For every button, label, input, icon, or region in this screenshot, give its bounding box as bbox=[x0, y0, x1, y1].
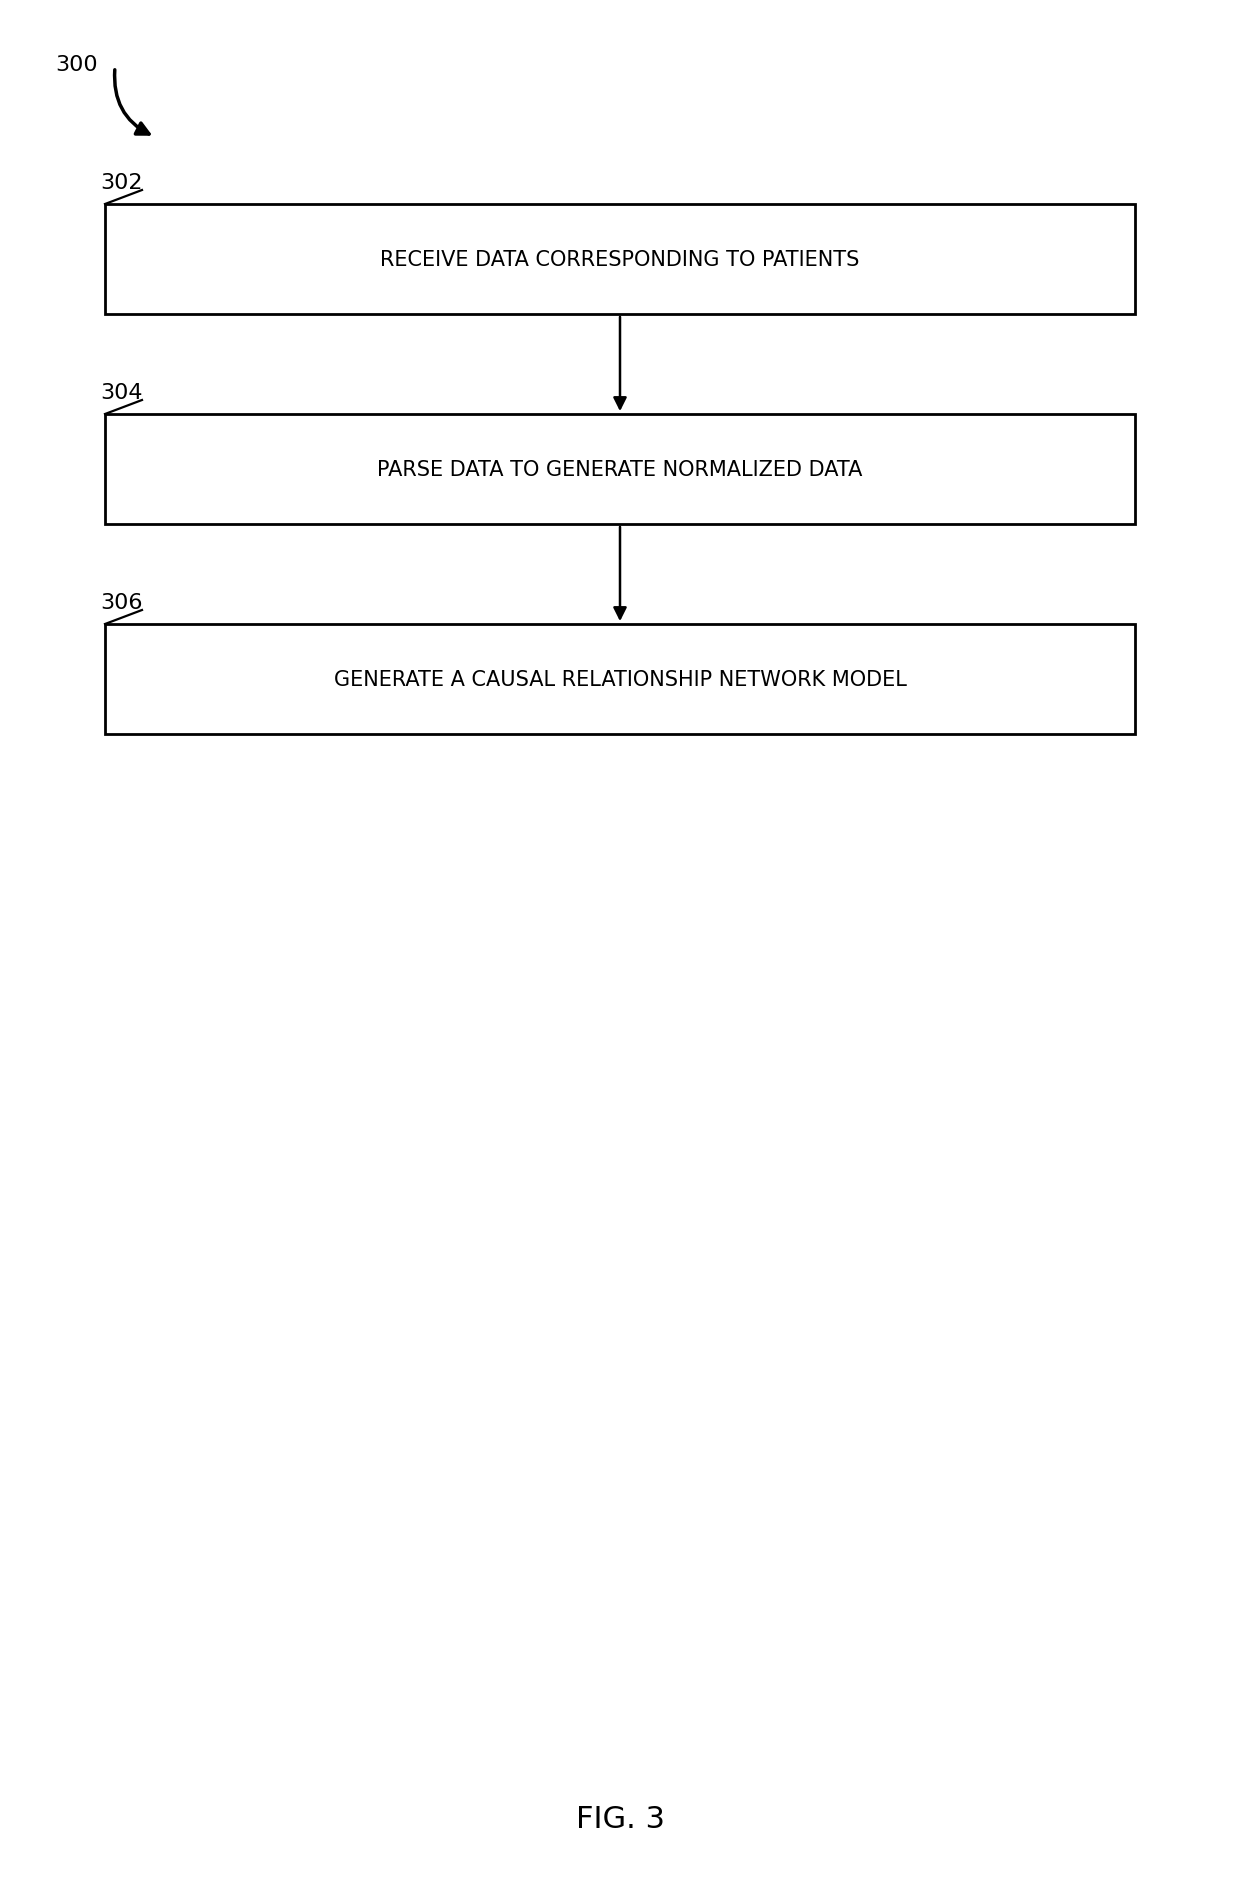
Text: 302: 302 bbox=[100, 173, 143, 194]
Text: GENERATE A CAUSAL RELATIONSHIP NETWORK MODEL: GENERATE A CAUSAL RELATIONSHIP NETWORK M… bbox=[334, 670, 906, 689]
Bar bbox=[105, 416, 1135, 524]
Text: 304: 304 bbox=[100, 383, 143, 402]
Text: PARSE DATA TO GENERATE NORMALIZED DATA: PARSE DATA TO GENERATE NORMALIZED DATA bbox=[377, 459, 863, 480]
Text: RECEIVE DATA CORRESPONDING TO PATIENTS: RECEIVE DATA CORRESPONDING TO PATIENTS bbox=[381, 251, 859, 270]
Bar bbox=[105, 624, 1135, 735]
FancyArrowPatch shape bbox=[114, 70, 149, 135]
Bar bbox=[105, 205, 1135, 315]
Text: 300: 300 bbox=[55, 55, 98, 74]
Text: 306: 306 bbox=[100, 592, 143, 613]
Text: FIG. 3: FIG. 3 bbox=[575, 1805, 665, 1833]
